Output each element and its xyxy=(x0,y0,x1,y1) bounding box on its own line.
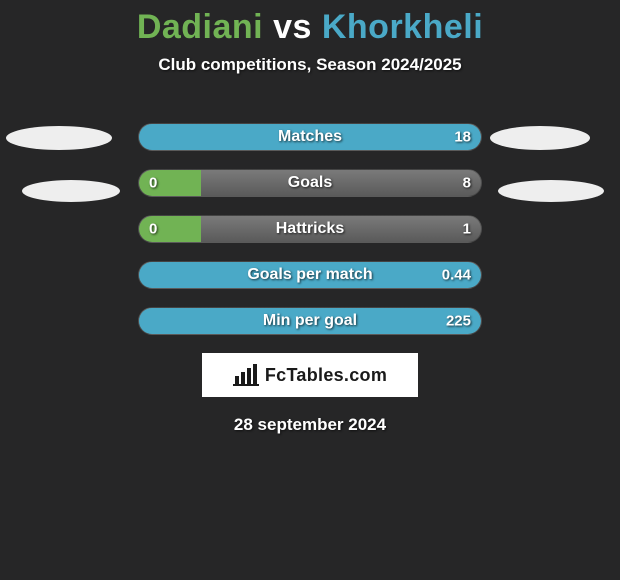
title-right: Khorkheli xyxy=(322,8,483,46)
fctables-logo: FcTables.com xyxy=(202,353,418,397)
stat-bar: Goals08 xyxy=(138,169,482,197)
subtitle: Club competitions, Season 2024/2025 xyxy=(0,55,620,75)
team-badge-left-2 xyxy=(22,180,120,202)
bar-fill-right xyxy=(139,308,481,334)
date-line: 28 september 2024 xyxy=(0,415,620,435)
team-badge-right-1 xyxy=(490,126,590,150)
comparison-bars: Matches18 Goals08 Hattricks01 Goals per mat… xyxy=(138,123,482,335)
page-title: Dadiani vs Khorkheli xyxy=(0,0,620,47)
bar-fill-right xyxy=(139,124,481,150)
bar-value-right: 8 xyxy=(463,175,471,192)
title-left: Dadiani xyxy=(137,8,263,46)
stat-bar: Min per goal225 xyxy=(138,307,482,335)
bar-chart-icon xyxy=(233,364,259,386)
team-badge-left-1 xyxy=(6,126,112,150)
bar-fill-left xyxy=(139,216,201,242)
bar-value-right: 1 xyxy=(463,221,471,238)
logo-text: FcTables.com xyxy=(265,365,387,386)
stat-bar: Matches18 xyxy=(138,123,482,151)
title-mid: vs xyxy=(263,8,322,46)
stat-bar: Hattricks01 xyxy=(138,215,482,243)
team-badge-right-2 xyxy=(498,180,604,202)
bar-fill-right xyxy=(139,262,481,288)
bar-fill-left xyxy=(139,170,201,196)
stat-bar: Goals per match0.44 xyxy=(138,261,482,289)
